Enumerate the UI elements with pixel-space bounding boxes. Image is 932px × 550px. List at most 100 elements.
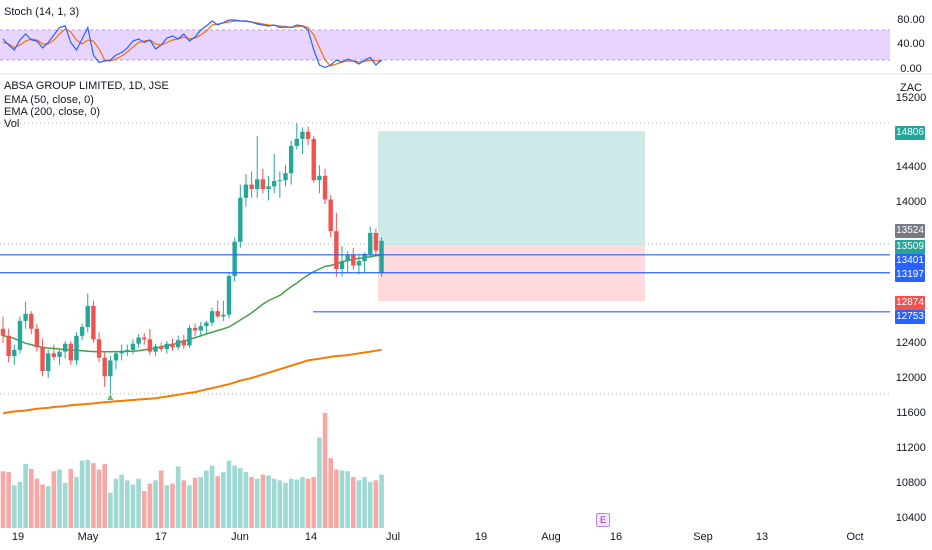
horizontal-levels[interactable] (0, 254, 890, 313)
candle-body (334, 231, 339, 269)
candle-body (266, 186, 271, 189)
ema50-legend[interactable]: EMA (50, close, 0) (4, 94, 94, 106)
time-axis-label: 14 (304, 531, 318, 543)
volume-bar (249, 477, 254, 528)
candle-body (215, 311, 220, 317)
stochastic-panel (0, 19, 932, 75)
volume-bar (68, 468, 74, 528)
time-axis-label: 13 (755, 531, 769, 543)
volume-bar (351, 477, 356, 528)
candle-body (243, 184, 249, 198)
time-axis-label: Jul (385, 531, 401, 543)
candle-body (345, 254, 350, 262)
volume-bar (17, 482, 23, 528)
candle-body (170, 343, 175, 348)
candle-body (17, 320, 23, 350)
volume-bar (334, 469, 339, 528)
candle-body (85, 305, 90, 328)
volume-bar (23, 463, 28, 528)
long-position-tool[interactable] (378, 131, 645, 302)
price-axis-label: 12000 (895, 372, 927, 384)
volume-bar (198, 477, 204, 528)
candle-body (351, 254, 356, 266)
time-axis-label: 17 (154, 531, 168, 543)
price-axis-label: 10800 (895, 477, 927, 489)
volume-legend[interactable]: Vol (4, 118, 20, 130)
volume-bar (34, 478, 40, 528)
volume-bar (300, 477, 305, 528)
volume-bar (339, 470, 345, 528)
volume-bar (238, 468, 243, 528)
volume-bar (57, 469, 62, 528)
candle-body (175, 340, 181, 348)
ema200-legend[interactable]: EMA (200, close, 0) (4, 106, 100, 118)
price-axis-label: 12400 (895, 337, 927, 349)
volume-bar (51, 471, 57, 528)
time-axis-label: 19 (11, 531, 25, 543)
volume-bar (311, 477, 317, 528)
time-axis-label: 16 (609, 531, 623, 543)
candle-body (300, 131, 305, 139)
volume-bar (215, 476, 220, 528)
volume-bar (136, 478, 141, 528)
volume-bar (187, 485, 192, 528)
price-axis-label: 11200 (896, 442, 926, 454)
candle-body (46, 353, 51, 371)
candle-body (79, 327, 85, 336)
price-axis-label: 10400 (895, 512, 927, 524)
volume-bar (373, 480, 379, 528)
volume-bar (345, 471, 350, 528)
volume-bar (147, 483, 153, 528)
volume-bar (271, 478, 277, 528)
candle-body (40, 347, 45, 371)
currency-label: ZAC (900, 82, 922, 94)
volume-bar (175, 466, 181, 528)
candle-body (164, 343, 170, 349)
earnings-event-icon[interactable]: E (596, 513, 610, 527)
candle-body (142, 337, 147, 340)
candle-body (181, 340, 186, 346)
volume-bar (96, 469, 102, 528)
volume-bar (254, 478, 260, 528)
volume-bar (170, 483, 175, 528)
candle-body (136, 337, 141, 344)
price-tag: 12753 (895, 310, 925, 324)
volume-bar (164, 485, 170, 528)
volume-bar (317, 437, 322, 528)
candlesticks (0, 123, 384, 394)
volume-bar (85, 459, 91, 528)
volume-bar (28, 468, 34, 528)
candle-body (317, 175, 322, 181)
candle-body (238, 197, 243, 242)
candle-body (283, 173, 288, 181)
candle-body (272, 181, 277, 187)
volume-bar (119, 474, 124, 528)
volume-bar (158, 470, 164, 528)
candle-body (6, 335, 11, 357)
candle-body (249, 184, 254, 189)
stoch-title[interactable]: Stoch (14, 1, 3) (4, 6, 80, 18)
volume-bar (192, 477, 198, 528)
price-tag: 13509 (895, 240, 925, 254)
candle-body (328, 199, 333, 232)
volume-bar (209, 465, 215, 528)
volume-bar (74, 477, 79, 528)
ema-lines (2, 254, 382, 415)
buy-signal-marker (107, 394, 114, 400)
volume-bar (266, 475, 271, 528)
volume-bar (283, 482, 288, 528)
candle-body (209, 311, 215, 323)
volume-bar (356, 480, 362, 528)
candle-body (57, 351, 62, 357)
volume-bar (204, 470, 209, 528)
price-tag: 13197 (895, 268, 925, 282)
price-axis-label: 11600 (896, 407, 926, 419)
symbol-title[interactable]: ABSA GROUP LIMITED, 1D, JSE (4, 80, 169, 92)
volume-bar (12, 485, 17, 528)
time-axis-label: Jun (231, 531, 249, 543)
volume-bar (305, 478, 311, 528)
volume-bar (379, 474, 384, 528)
volume-bar (130, 484, 136, 528)
volume-bar (221, 472, 226, 528)
